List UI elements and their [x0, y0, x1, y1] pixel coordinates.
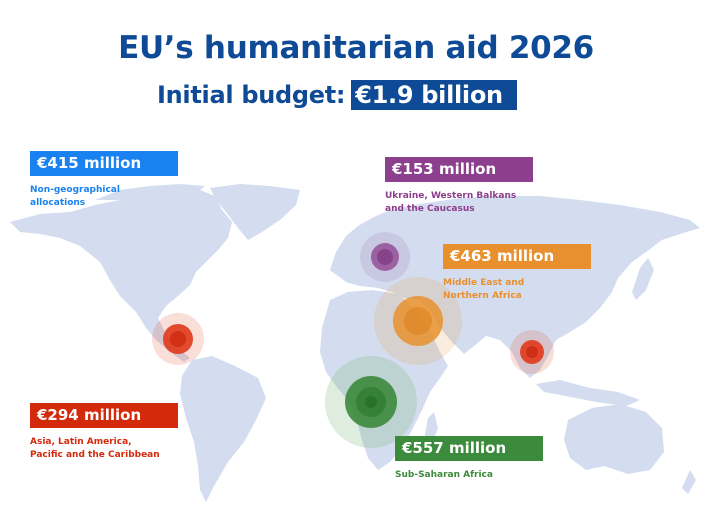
allocation-asia-latam-pacific-caribbean: €294 million Asia, Latin America, Pacifi…	[30, 403, 178, 462]
bubble-ukraine-balkans-caucasus	[360, 232, 410, 282]
allocation-sub-saharan-africa: €557 million Sub-Saharan Africa	[395, 436, 543, 482]
budget-label: Initial budget:	[157, 81, 346, 109]
greenland-shape	[210, 184, 300, 240]
bubble-latin-america-caribbean	[152, 313, 204, 365]
japan-shape	[632, 258, 654, 300]
region-label: Asia, Latin America, Pacific and the Car…	[30, 437, 160, 460]
allocation-non-geographical: €415 million Non-geographical allocation…	[30, 151, 178, 210]
amount-badge: €463 million	[443, 244, 591, 269]
budget-amount: €1.9 billion	[351, 80, 517, 110]
arctic-islands-shape	[95, 184, 205, 200]
allocation-ukraine-balkans-caucasus: €153 million Ukraine, Western Balkans an…	[385, 157, 533, 216]
allocation-middle-east-north-africa: €463 million Middle East and Northern Af…	[443, 244, 591, 303]
bubble-sub-saharan-africa	[325, 356, 417, 448]
amount-badge: €415 million	[30, 151, 178, 176]
amount-badge: €294 million	[30, 403, 178, 428]
bubble-middle-east-north-africa	[374, 277, 462, 365]
bubble-asia-pacific	[510, 330, 554, 374]
region-label: Ukraine, Western Balkans and the Caucasu…	[385, 191, 517, 214]
eurasia-shape	[330, 196, 700, 378]
amount-badge: €557 million	[395, 436, 543, 461]
indonesia-shape	[536, 380, 640, 406]
region-label: Non-geographical allocations	[30, 185, 120, 208]
new-zealand-shape	[682, 470, 696, 494]
australia-shape	[564, 404, 664, 474]
north-america-shape	[10, 190, 232, 362]
budget-subtitle: Initial budget: €1.9 billion	[157, 80, 517, 110]
region-label: Middle East and Northern Africa	[443, 278, 525, 301]
south-america-shape	[180, 356, 266, 502]
amount-badge: €153 million	[385, 157, 533, 182]
page-title: EU’s humanitarian aid 2026	[118, 30, 594, 66]
region-label: Sub-Saharan Africa	[395, 470, 493, 480]
